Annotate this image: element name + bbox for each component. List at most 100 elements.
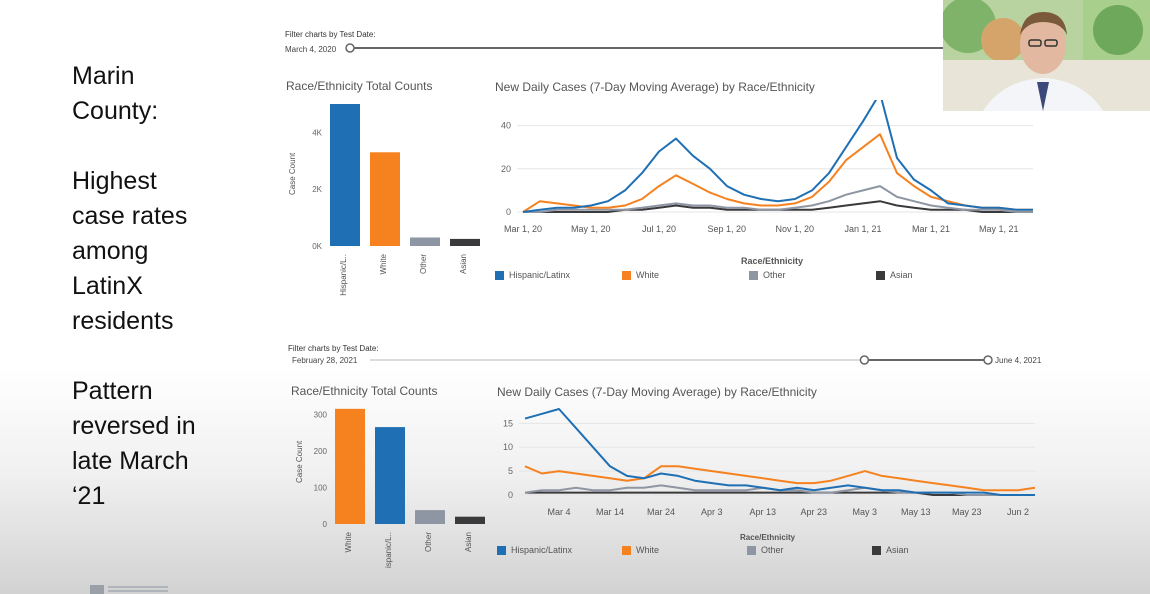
bar-asian (455, 516, 485, 524)
x-tick-label: Mar 4 (547, 507, 571, 517)
y-tick-label: 10 (503, 442, 513, 452)
title-line: Marin (72, 62, 135, 90)
bottom-bar-chart-title: Race/Ethnicity Total Counts (291, 384, 438, 398)
bottom-line-chart-title: New Daily Cases (7-Day Moving Average) b… (497, 385, 817, 399)
top-legend-hispanic[interactable]: Hispanic/Latinx (495, 270, 570, 280)
bar-other (415, 510, 445, 524)
legend-swatch (749, 270, 758, 280)
top-legend-asian[interactable]: Asian (876, 270, 913, 280)
point-line: LatinX (72, 272, 143, 300)
point-line: Highest (72, 167, 157, 195)
bottom-legend-white[interactable]: White (622, 545, 659, 555)
y-tick-label: 200 (314, 447, 328, 456)
x-tick-label: Mar 1, 21 (912, 224, 951, 234)
bottom-legend-hispanic[interactable]: Hispanic/Latinx (497, 545, 572, 555)
legend-swatch (622, 270, 631, 280)
x-tick-label: May 13 (901, 507, 931, 517)
category-label: White (379, 254, 388, 275)
point-line: case rates (72, 202, 188, 230)
top-line-chart: 0 20 40 (501, 100, 1033, 217)
category-label: Other (424, 532, 433, 553)
legend-swatch (747, 545, 756, 555)
series-line-hispaniclatinx (524, 408, 1035, 496)
slide-point-highest-rates: Highest case rates among LatinX resident… (72, 164, 187, 339)
x-tick-label: Apr 13 (749, 507, 777, 517)
x-tick-label: May 1, 20 (571, 224, 611, 234)
bar-white (370, 152, 400, 246)
y-tick-label: 0K (312, 242, 322, 250)
bottom-slider-end-handle[interactable] (983, 355, 993, 365)
bottom-date-slider[interactable] (370, 352, 996, 368)
x-tick-label: Sep 1, 20 (707, 224, 747, 234)
x-tick-label: Jan 1, 21 (844, 224, 882, 234)
bottom-slider-start-handle[interactable] (859, 355, 870, 365)
bar-asian (450, 238, 480, 246)
legend-swatch (495, 270, 504, 280)
x-tick-label: Mar 14 (596, 507, 625, 517)
top-filter-label: Filter charts by Test Date: (285, 30, 376, 39)
legend-swatch (876, 270, 885, 280)
y-tick-label: 20 (501, 164, 511, 174)
webcam-video-feed (943, 0, 1150, 111)
bar-white (335, 408, 365, 524)
top-line-chart-title: New Daily Cases (7-Day Moving Average) b… (495, 80, 815, 94)
slide-point-pattern-reversed: Pattern reversed in late March ‘21 (72, 374, 196, 514)
bottom-line-x-axis-title: Race/Ethnicity (740, 533, 796, 542)
point-line: late March (72, 447, 189, 475)
top-date-slider[interactable] (340, 40, 950, 56)
x-tick-label: Mar 1, 20 (504, 224, 543, 234)
top-slider-start-handle[interactable] (345, 43, 355, 53)
x-tick-label: Jun 2 (1007, 507, 1030, 517)
bottom-legend-asian[interactable]: Asian (872, 545, 909, 555)
category-label: White (344, 532, 353, 553)
bottom-legend-other[interactable]: Other (747, 545, 784, 555)
y-tick-label: 5 (508, 466, 513, 476)
top-bar-chart: 0K 2K 4K (312, 104, 480, 250)
bottom-line-chart: 0 5 10 15 (503, 408, 1036, 500)
bar-other (410, 237, 440, 246)
bottom-filter-start-date: February 28, 2021 (292, 356, 358, 365)
bar-hispanicl (330, 104, 360, 246)
category-label: Asian (459, 254, 468, 275)
point-line: residents (72, 307, 174, 335)
top-bar-y-axis-title: Case Count (288, 152, 297, 195)
series-line-white (522, 133, 1033, 213)
slide-title: Marin County: (72, 59, 158, 129)
legend-swatch (497, 545, 506, 555)
bottom-bar-y-axis-title: Case Count (295, 440, 304, 483)
x-tick-label: Mar 24 (647, 507, 676, 517)
series-line-asian (525, 491, 1035, 496)
x-tick-label: Jul 1, 20 (642, 224, 677, 234)
bar-ispanicl (375, 427, 405, 524)
series-line-hispaniclatinx (522, 100, 1033, 213)
point-line: ‘21 (72, 482, 106, 510)
x-tick-label: May 1, 21 (979, 224, 1019, 234)
bottom-bar-chart: 0 100 200 300 (314, 408, 485, 528)
bottom-filter-label: Filter charts by Test Date: (288, 344, 379, 353)
top-legend-other[interactable]: Other (749, 270, 786, 280)
category-label: Hispanic/L.. (339, 254, 348, 296)
y-tick-label: 0 (506, 207, 511, 217)
series-line-white (524, 465, 1036, 492)
point-line: reversed in (72, 412, 196, 440)
title-line: County: (72, 97, 159, 125)
bottom-filter-end-date: June 4, 2021 (995, 356, 1042, 365)
point-line: Pattern (72, 377, 153, 405)
y-tick-label: 15 (503, 418, 513, 428)
category-label: Other (419, 254, 428, 275)
x-tick-label: May 3 (852, 507, 878, 517)
y-tick-label: 0 (323, 520, 328, 528)
y-tick-label: 4K (312, 128, 322, 137)
x-tick-label: May 23 (952, 507, 982, 517)
series-line-other (523, 185, 1033, 213)
x-tick-label: Nov 1, 20 (775, 224, 815, 234)
y-tick-label: 100 (314, 483, 328, 492)
top-line-x-axis-title: Race/Ethnicity (741, 256, 804, 266)
legend-swatch (872, 545, 881, 555)
top-legend-white[interactable]: White (622, 270, 659, 280)
y-tick-label: 300 (314, 410, 328, 419)
point-line: among (72, 237, 149, 265)
top-bar-chart-title: Race/Ethnicity Total Counts (286, 79, 433, 93)
y-tick-label: 40 (501, 121, 511, 131)
category-label: Asian (464, 532, 473, 553)
